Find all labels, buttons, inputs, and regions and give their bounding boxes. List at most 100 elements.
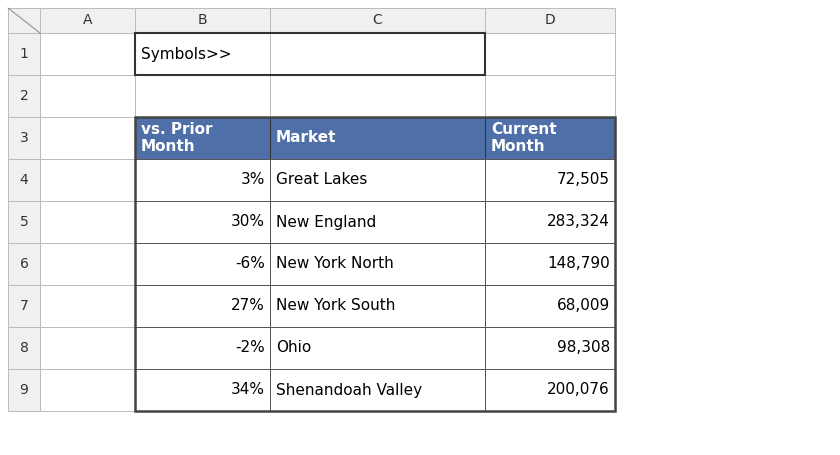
Bar bbox=[485, 327, 615, 369]
Bar bbox=[135, 285, 270, 327]
Bar bbox=[485, 327, 615, 369]
Bar bbox=[270, 285, 485, 327]
Bar bbox=[485, 243, 615, 285]
Text: 27%: 27% bbox=[231, 298, 265, 313]
Text: Symbols>>: Symbols>> bbox=[141, 46, 232, 61]
Text: B: B bbox=[197, 14, 207, 27]
Text: New York North: New York North bbox=[276, 257, 394, 272]
Text: A: A bbox=[83, 14, 92, 27]
Bar bbox=[270, 243, 485, 285]
Bar bbox=[40, 75, 135, 117]
Bar bbox=[270, 327, 485, 369]
Bar bbox=[135, 159, 270, 201]
Text: 34%: 34% bbox=[231, 383, 265, 398]
Bar bbox=[270, 369, 485, 411]
Text: New England: New England bbox=[276, 214, 376, 229]
Bar bbox=[135, 75, 270, 117]
Text: 4: 4 bbox=[19, 173, 29, 187]
Bar bbox=[270, 117, 485, 159]
Bar bbox=[270, 285, 485, 327]
Bar bbox=[135, 285, 270, 327]
Text: -6%: -6% bbox=[235, 257, 265, 272]
Bar bbox=[40, 8, 135, 33]
Text: 68,009: 68,009 bbox=[557, 298, 610, 313]
Text: Current
Month: Current Month bbox=[491, 122, 557, 154]
Bar bbox=[40, 159, 135, 201]
Bar bbox=[485, 8, 615, 33]
Bar bbox=[485, 201, 615, 243]
Bar bbox=[8, 369, 40, 411]
Bar bbox=[135, 117, 270, 159]
Text: 148,790: 148,790 bbox=[547, 257, 610, 272]
Bar bbox=[135, 159, 270, 201]
Bar bbox=[485, 201, 615, 243]
Bar bbox=[485, 117, 615, 159]
Bar bbox=[135, 369, 270, 411]
Bar bbox=[8, 75, 40, 117]
Bar bbox=[485, 285, 615, 327]
Text: 8: 8 bbox=[19, 341, 29, 355]
Bar bbox=[135, 117, 615, 411]
Bar bbox=[485, 243, 615, 285]
Bar bbox=[485, 117, 615, 159]
Text: 72,505: 72,505 bbox=[557, 172, 610, 187]
Bar bbox=[485, 75, 615, 117]
Bar bbox=[270, 201, 485, 243]
Bar bbox=[485, 33, 615, 75]
Bar bbox=[485, 369, 615, 411]
Text: 3: 3 bbox=[19, 131, 29, 145]
Bar bbox=[270, 75, 485, 117]
Bar bbox=[8, 33, 40, 75]
Bar bbox=[135, 369, 270, 411]
Bar bbox=[270, 8, 485, 33]
Bar bbox=[40, 327, 135, 369]
Bar bbox=[135, 327, 270, 369]
Bar bbox=[135, 243, 270, 285]
Text: 2: 2 bbox=[19, 89, 29, 103]
Bar bbox=[135, 243, 270, 285]
Bar bbox=[270, 369, 485, 411]
Bar bbox=[270, 327, 485, 369]
Text: 6: 6 bbox=[19, 257, 29, 271]
Bar bbox=[135, 33, 485, 75]
Text: New York South: New York South bbox=[276, 298, 396, 313]
Bar bbox=[8, 117, 40, 159]
Text: D: D bbox=[544, 14, 555, 27]
Bar bbox=[485, 285, 615, 327]
Bar bbox=[8, 8, 40, 33]
Bar bbox=[40, 285, 135, 327]
Bar bbox=[135, 327, 270, 369]
Bar bbox=[40, 33, 135, 75]
Text: 7: 7 bbox=[19, 299, 29, 313]
Bar bbox=[8, 243, 40, 285]
Bar bbox=[485, 159, 615, 201]
Bar bbox=[485, 159, 615, 201]
Bar bbox=[270, 243, 485, 285]
Bar bbox=[270, 201, 485, 243]
Bar bbox=[40, 369, 135, 411]
Text: 9: 9 bbox=[19, 383, 29, 397]
Bar bbox=[135, 33, 270, 75]
Bar bbox=[135, 8, 270, 33]
Bar bbox=[270, 159, 485, 201]
Text: 1: 1 bbox=[19, 47, 29, 61]
Bar bbox=[8, 285, 40, 327]
Text: Market: Market bbox=[276, 131, 337, 146]
Text: C: C bbox=[373, 14, 382, 27]
Text: Ohio: Ohio bbox=[276, 340, 312, 355]
Text: -2%: -2% bbox=[235, 340, 265, 355]
Bar bbox=[40, 117, 135, 159]
Bar bbox=[135, 201, 270, 243]
Text: 5: 5 bbox=[19, 215, 29, 229]
Text: 30%: 30% bbox=[231, 214, 265, 229]
Bar bbox=[485, 369, 615, 411]
Bar bbox=[8, 201, 40, 243]
Bar bbox=[270, 33, 485, 75]
Bar bbox=[135, 201, 270, 243]
Text: Shenandoah Valley: Shenandoah Valley bbox=[276, 383, 423, 398]
Text: 283,324: 283,324 bbox=[547, 214, 610, 229]
Bar bbox=[8, 159, 40, 201]
Bar bbox=[8, 327, 40, 369]
Bar bbox=[270, 159, 485, 201]
Text: 98,308: 98,308 bbox=[557, 340, 610, 355]
